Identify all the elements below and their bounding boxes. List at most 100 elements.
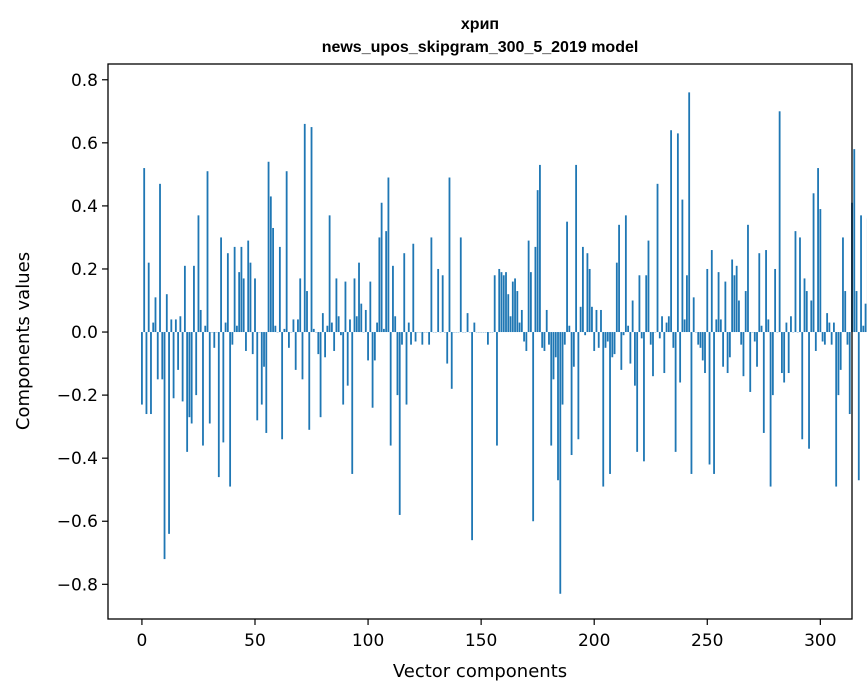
bar <box>690 332 693 474</box>
bar <box>597 332 600 348</box>
bar <box>511 281 514 333</box>
bar <box>645 275 648 333</box>
bar <box>697 332 700 345</box>
bar <box>566 221 568 333</box>
x-tick-label: 100 <box>352 631 384 651</box>
bar <box>168 332 170 534</box>
bar <box>342 332 345 405</box>
bar <box>487 332 489 345</box>
bar <box>199 309 202 333</box>
y-tick-label: −0.2 <box>57 386 98 406</box>
bar <box>778 111 781 333</box>
bar <box>502 275 505 333</box>
bar <box>848 332 851 415</box>
bar <box>753 332 756 342</box>
bar <box>206 171 209 333</box>
bar <box>403 253 406 333</box>
bar <box>204 325 207 333</box>
chart-subtitle: news_upos_skipgram_300_5_2019 model <box>322 39 639 56</box>
bar <box>799 237 801 333</box>
bar <box>805 291 808 333</box>
bar <box>292 319 295 333</box>
bar <box>389 332 392 446</box>
bar <box>604 332 607 348</box>
bar <box>602 332 605 487</box>
bar <box>217 332 220 478</box>
bar <box>629 332 632 364</box>
bar <box>577 332 580 440</box>
bar <box>609 332 611 474</box>
bar <box>222 332 225 443</box>
bar <box>846 332 849 345</box>
bar <box>380 202 383 333</box>
bar <box>387 177 390 333</box>
bar <box>833 322 835 333</box>
bar <box>407 322 410 333</box>
bar <box>500 272 503 333</box>
bar <box>801 332 804 440</box>
bar <box>570 332 573 456</box>
bar <box>620 332 623 370</box>
bar <box>364 309 367 333</box>
x-tick-label: 0 <box>137 631 148 651</box>
bar <box>670 130 672 333</box>
bar <box>145 332 148 415</box>
bar <box>588 268 591 333</box>
bar <box>213 332 216 348</box>
bar <box>615 262 618 333</box>
bar <box>713 332 715 474</box>
bar <box>263 332 265 367</box>
bar <box>661 316 663 333</box>
bar <box>226 253 229 333</box>
x-tick-label: 150 <box>465 631 497 651</box>
bar <box>297 319 299 333</box>
bar <box>624 215 627 333</box>
bar <box>143 168 146 333</box>
bar <box>618 224 620 333</box>
bar <box>150 332 152 415</box>
bar <box>767 319 770 333</box>
bar <box>652 332 654 377</box>
bar <box>317 332 320 355</box>
bar <box>643 332 645 462</box>
bar <box>656 183 659 333</box>
bar <box>595 309 598 333</box>
bar <box>288 332 290 348</box>
bar <box>561 332 564 405</box>
bar <box>179 316 182 333</box>
bar <box>715 319 718 333</box>
bar <box>340 332 342 336</box>
bar <box>306 291 308 333</box>
bar <box>665 322 668 333</box>
bar <box>559 332 562 594</box>
bar <box>177 332 180 370</box>
x-tick-label: 300 <box>804 631 836 651</box>
bar <box>769 332 772 487</box>
bar <box>790 316 792 333</box>
bar <box>274 325 277 333</box>
bar <box>202 332 204 446</box>
bar <box>631 300 634 333</box>
bar <box>525 332 528 351</box>
bar <box>541 332 544 348</box>
bar <box>220 237 222 333</box>
bar <box>756 332 758 367</box>
bar <box>676 133 679 333</box>
bar <box>242 278 245 333</box>
bar <box>719 319 722 333</box>
bar <box>563 332 566 345</box>
bar <box>254 278 256 333</box>
bar <box>392 265 394 333</box>
bar <box>353 278 356 333</box>
bar <box>835 332 838 487</box>
bar <box>496 332 498 446</box>
bar <box>473 322 476 333</box>
bar <box>586 253 589 333</box>
bar <box>726 332 729 374</box>
bar <box>704 332 706 374</box>
bar <box>672 332 675 348</box>
bar <box>821 332 824 342</box>
bar <box>749 332 752 392</box>
bar <box>728 332 731 358</box>
bar <box>251 332 254 355</box>
